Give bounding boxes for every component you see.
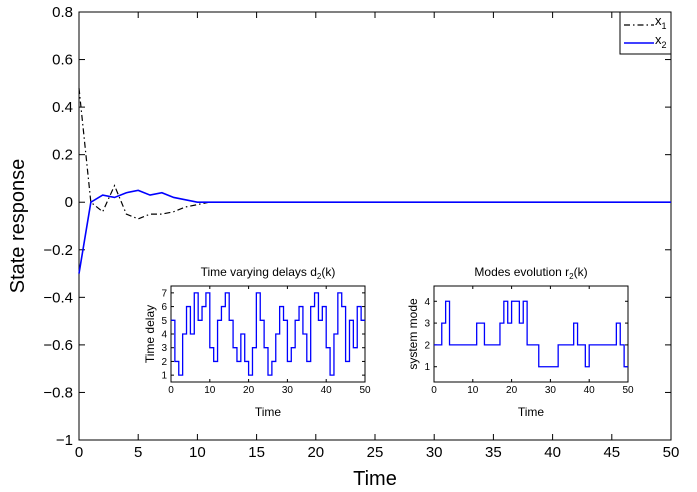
main-y-tick-label: −0.8 [43,384,73,401]
inset1-step-line [171,292,365,376]
main-x-axis-label: Time [353,468,397,490]
main-axis-ticks: 0 5 10 15 20 25 30 35 40 45 50−1−0.8−0.6−0.4−0.200… [43,4,679,461]
inset1-axis-ticks: 0 10 20 30 40 50 1 2 3 4 5 6 7 [161,286,371,396]
main-x-tick-label: 10 [189,444,206,461]
main-series-x2-line [78,189,671,274]
main-y-axis-label: State response [7,159,29,294]
inset2-frame [433,285,629,383]
legend: x1 x2 [619,11,672,55]
inset1-x-tick-label: 0 [168,385,174,396]
main-y-tick-label: −0.2 [43,242,73,259]
main-x-tick-label: 30 [426,444,443,461]
main-y-tick-label: 0.2 [52,147,73,164]
legend-label-x1: x1 [655,13,667,31]
inset1-y-tick-label: 1 [161,371,167,382]
main-y-tick-label: 0.8 [52,4,73,21]
inset2-title: Modes evolution r2(k) [474,265,587,281]
inset2-y-tick-label: 4 [424,297,430,308]
inset1-y-tick-label: 5 [161,316,167,327]
inset2-y-tick-label: 2 [424,340,430,351]
legend-box [619,11,672,55]
inset2-y-tick-label: 3 [424,319,430,330]
inset2-step-line [434,300,628,368]
main-x-tick-label: 15 [248,444,265,461]
main-y-tick-label: 0.6 [52,52,73,69]
inset1-series-lines [171,292,365,376]
inset1-x-axis-label: Time [255,405,282,419]
inset1-title: Time varying delays d2(k) [201,265,336,281]
inset1-y-tick-label: 4 [161,330,167,341]
main-y-tick-label: −0.4 [43,289,73,306]
inset1-y-tick-label: 3 [161,343,167,354]
main-y-tick-label: 0 [65,194,73,211]
inset1-y-tick-label: 2 [161,357,167,368]
main-series-lines [78,88,671,274]
inset1-x-tick-label: 30 [282,385,294,396]
legend-label-x2: x2 [655,32,667,50]
inset1-y-axis-label: Time delay [143,305,157,363]
inset2-y-axis-label: system mode [406,298,420,370]
main-y-tick-label: −0.6 [43,337,73,354]
main-x-tick-label: 5 [134,444,142,461]
inset-modes-evolution: Modes evolution r2(k) Time system mode 0… [406,265,634,419]
inset-time-delays: Time varying delays d2(k) Time Time dela… [143,265,371,419]
main-x-tick-label: 35 [485,444,502,461]
main-y-tick-label: 0.4 [52,99,73,116]
main-x-tick-label: 25 [367,444,384,461]
inset2-x-tick-label: 50 [622,385,634,396]
inset2-axis-ticks: 0 10 20 30 40 50 1 2 3 4 [424,286,634,396]
inset1-x-tick-label: 20 [243,385,255,396]
inset2-x-tick-label: 40 [584,385,596,396]
main-x-tick-label: 20 [307,444,324,461]
inset1-y-tick-label: 6 [161,302,167,313]
main-x-tick-label: 0 [75,444,83,461]
inset1-x-tick-label: 10 [204,385,216,396]
main-x-tick-label: 40 [544,444,561,461]
inset1-y-tick-label: 7 [161,288,167,299]
main-y-tick-label: −1 [56,432,73,449]
inset2-x-tick-label: 20 [506,385,518,396]
inset2-x-tick-label: 10 [467,385,479,396]
main-x-tick-label: 45 [603,444,620,461]
inset1-x-tick-label: 40 [321,385,333,396]
inset2-x-tick-label: 30 [545,385,557,396]
inset2-y-tick-label: 1 [424,362,430,373]
inset2-x-axis-label: Time [518,405,545,419]
inset2-series-lines [434,300,628,368]
inset2-x-tick-label: 0 [431,385,437,396]
inset1-x-tick-label: 50 [359,385,371,396]
main-x-tick-label: 50 [663,444,680,461]
